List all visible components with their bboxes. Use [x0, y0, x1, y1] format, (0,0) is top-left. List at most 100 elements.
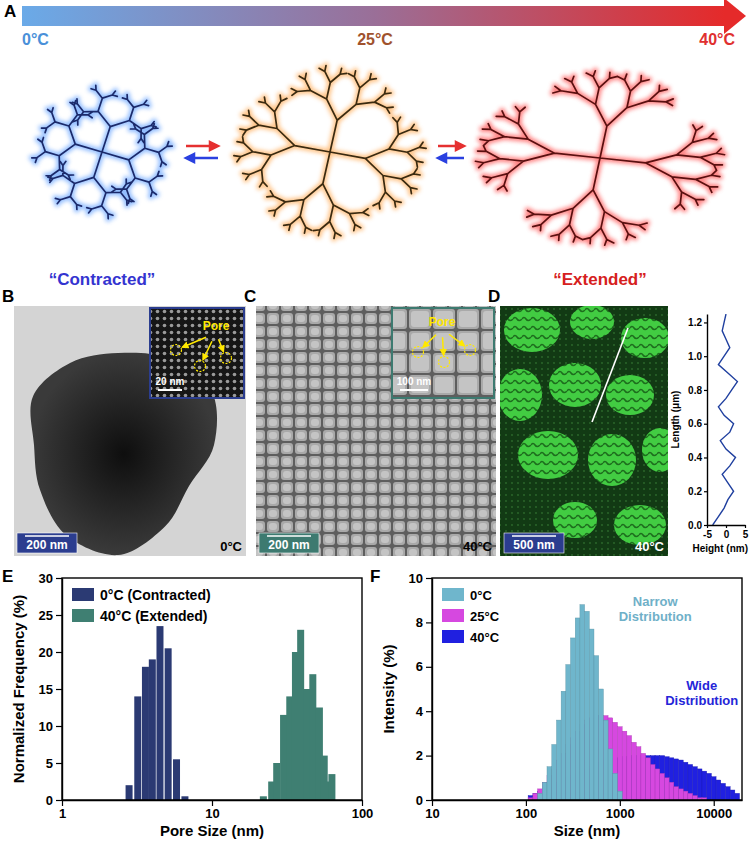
image-background [14, 306, 246, 556]
tick-mark [426, 800, 432, 801]
bar [650, 756, 655, 800]
chart: -5050.00.20.40.60.81.01.2Height (nm)Leng… [670, 314, 749, 554]
inset-scale-bar [158, 389, 182, 391]
bar [126, 785, 133, 800]
bar [716, 780, 721, 800]
tick-label: 100 [352, 806, 374, 821]
inset-scale-label: 20 nm [156, 376, 185, 387]
arrow-cool [186, 154, 218, 162]
bar [533, 793, 538, 800]
bar [664, 778, 669, 800]
bar [613, 773, 618, 800]
inset [150, 308, 244, 398]
tick: 10 [205, 800, 219, 821]
tick-label: 2 [416, 748, 423, 763]
y-axis-title: Normalized Frequency (%) [10, 595, 27, 783]
tick: 0.2 [688, 486, 707, 497]
bar [603, 716, 608, 800]
tick-mark [704, 424, 707, 425]
tick: 0 [416, 793, 432, 808]
chart: 101001000100000246810Size (nm)Intensity … [380, 571, 743, 839]
legend-swatch [442, 630, 464, 643]
bar [542, 782, 547, 800]
bar [627, 736, 632, 800]
tick: 0.6 [688, 418, 707, 429]
tick-label: 0 [416, 793, 423, 808]
dendrimer-glow [234, 65, 426, 238]
panel-label: F [370, 567, 380, 586]
pore-arrow [203, 341, 212, 359]
dendrimer-glow [475, 71, 724, 245]
y-axis: 0246810 [409, 571, 433, 808]
tick-mark [526, 800, 527, 806]
legend-label: 0°C [470, 588, 492, 603]
pore-arrow [182, 337, 206, 347]
tick-mark [714, 800, 715, 806]
bar [683, 762, 688, 800]
tick-mark [704, 390, 707, 391]
bar [660, 773, 665, 800]
tick-mark [56, 763, 62, 764]
tick-label: 10 [425, 806, 439, 821]
legend-swatch [442, 609, 464, 622]
bar [646, 756, 651, 800]
tick-label: 25 [39, 608, 53, 623]
bar [589, 629, 594, 800]
tick-mark [56, 726, 62, 727]
axis-line [433, 800, 743, 801]
axis-line [62, 579, 63, 801]
scale-bar-label: 200 nm [268, 538, 309, 552]
temperature-arrow [22, 6, 725, 26]
pore-arrow [443, 337, 444, 355]
tick-mark [62, 800, 63, 806]
annotation: WideDistribution [665, 678, 738, 708]
bar [721, 783, 726, 800]
bar [669, 758, 674, 800]
bar [735, 793, 740, 800]
scale-bar-box [504, 533, 564, 553]
nanoparticle [621, 318, 668, 358]
tick-label: 20 [39, 645, 53, 660]
tick: 5 [743, 525, 749, 540]
legend-swatch [72, 609, 94, 622]
tick-label: 10000 [696, 806, 732, 821]
bar [561, 691, 566, 800]
plot-area [528, 605, 739, 800]
bar [328, 774, 335, 800]
tick-label: 1000 [606, 806, 635, 821]
y-axis-title: Intensity (%) [380, 644, 397, 733]
bar [594, 656, 599, 800]
afm-image-40C: 500 nm40°C [500, 306, 668, 556]
bar [664, 757, 669, 800]
bar [142, 667, 149, 800]
bar [585, 611, 590, 800]
legend-swatch [72, 588, 94, 601]
tick-label: 1 [59, 806, 66, 821]
scale-bar-label: 200 nm [26, 538, 67, 552]
tick-mark [704, 322, 707, 323]
bar [660, 756, 665, 800]
tem-image-0C: Pore20 nm200 nm0°C [14, 306, 246, 556]
tick-mark [426, 667, 432, 668]
temperature-label: 0°C [220, 539, 242, 554]
tick-mark [426, 622, 432, 623]
tick: 0.4 [688, 452, 707, 463]
bar [655, 769, 660, 800]
x-axis: 1 10 100 [59, 800, 373, 821]
state-label: “Extended” [553, 270, 647, 289]
tick: 8 [416, 615, 432, 630]
bar [622, 731, 627, 800]
profile-curve [713, 314, 738, 525]
x-axis: 10100100010000 [425, 800, 742, 821]
bar [613, 722, 618, 800]
bar [580, 605, 585, 800]
annotation-line: Narrow [633, 594, 679, 609]
bar [636, 747, 641, 800]
bar [556, 720, 561, 800]
tick: 0.0 [688, 520, 707, 531]
panel-label: D [488, 287, 500, 306]
bar [679, 789, 684, 800]
tick-label: -5 [703, 529, 712, 540]
x-axis-title: Size (nm) [554, 822, 621, 839]
bar [655, 756, 660, 800]
